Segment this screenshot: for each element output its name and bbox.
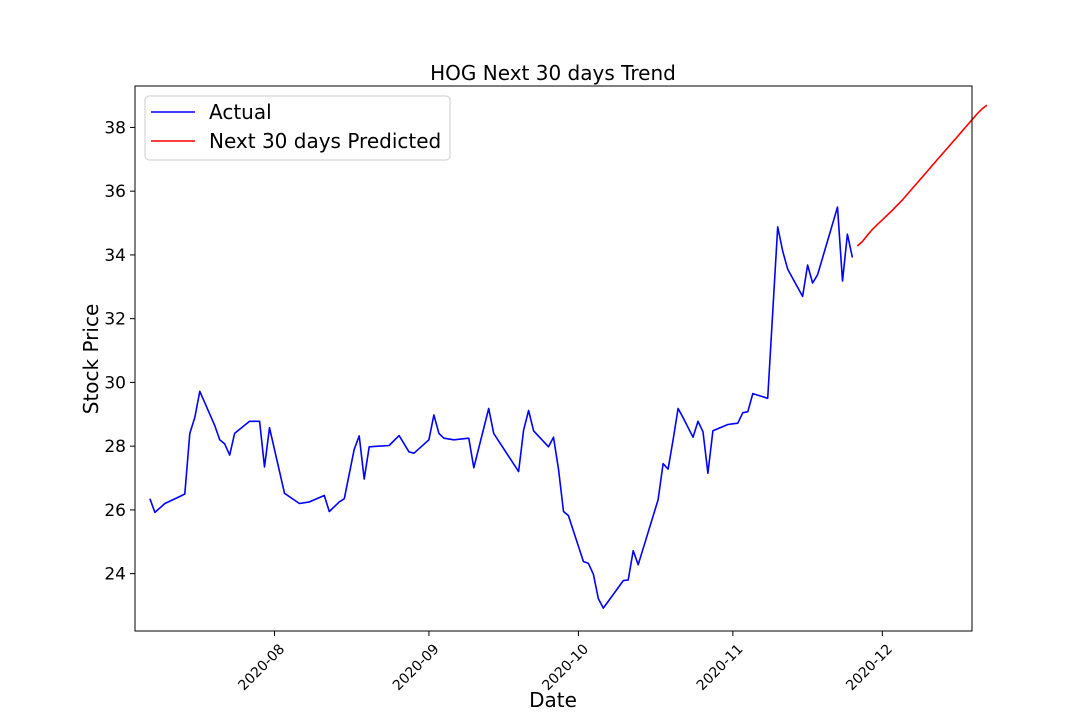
y-tick-label: 32: [104, 310, 126, 330]
y-tick-label: 36: [104, 182, 126, 202]
y-tick-label: 38: [104, 118, 126, 138]
y-tick-label: 34: [104, 246, 126, 266]
y-axis-title: Stock Price: [79, 304, 103, 415]
series-line-predicted: [856, 104, 988, 247]
y-tick-label: 28: [104, 437, 126, 457]
y-tick-label: 24: [104, 565, 126, 585]
y-axis: 24 26 28 30 32 34 36 38: [104, 118, 135, 585]
y-tick-label: 26: [104, 501, 126, 521]
x-axis-title: Date: [529, 688, 577, 712]
series-line-actual: [149, 206, 854, 609]
legend-label-actual: Actual: [209, 100, 272, 124]
plot-frame: [134, 85, 973, 632]
legend: Actual Next 30 days Predicted: [144, 95, 451, 161]
chart-title: HOG Next 30 days Trend: [430, 61, 676, 85]
legend-box: [144, 95, 451, 161]
legend-label-predicted: Next 30 days Predicted: [209, 129, 441, 153]
y-tick-label: 30: [104, 373, 126, 393]
plot-series-layer: [149, 104, 988, 609]
